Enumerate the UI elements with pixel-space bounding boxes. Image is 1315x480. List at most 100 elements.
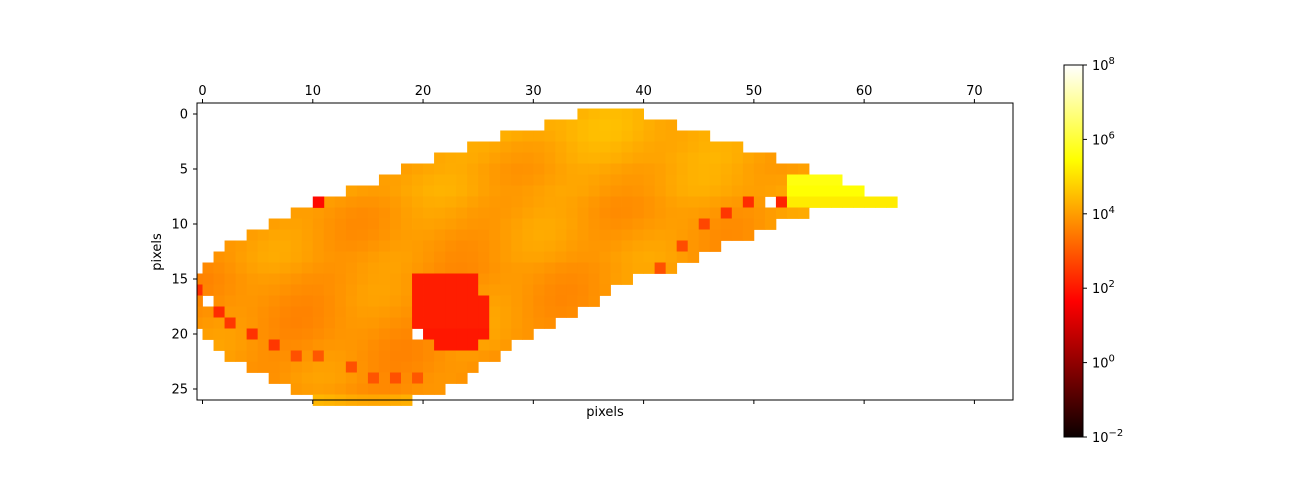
heatmap-cell	[367, 328, 380, 340]
heatmap-cell	[401, 174, 413, 186]
heatmap-cell	[654, 141, 667, 153]
heatmap-cell	[555, 218, 567, 230]
heatmap-cell	[764, 207, 777, 219]
heatmap-cell	[412, 350, 424, 362]
heatmap-cell	[555, 119, 567, 131]
heatmap-cell	[478, 163, 490, 175]
heatmap-cell	[323, 339, 336, 351]
heatmap-cell	[389, 361, 402, 373]
heatmap-cell	[290, 218, 303, 230]
heatmap-cell	[632, 152, 644, 164]
heatmap-cell	[268, 339, 281, 351]
heatmap-cell	[709, 196, 722, 208]
heatmap-cell	[467, 163, 479, 175]
heatmap-cell	[235, 350, 248, 362]
heatmap-cell	[467, 218, 479, 230]
heatmap-cell	[213, 262, 225, 274]
heatmap-cell	[401, 251, 413, 263]
heatmap-cell	[279, 350, 292, 362]
heatmap-cell	[434, 306, 446, 318]
heatmap-cell	[522, 262, 534, 274]
x-tick-label: 70	[966, 84, 983, 99]
heatmap-cell	[610, 207, 622, 219]
heatmap-cell	[842, 196, 854, 208]
heatmap-cell	[698, 218, 711, 230]
heatmap-cell	[197, 273, 203, 285]
heatmap-cell	[544, 218, 556, 230]
heatmap-cell	[709, 229, 722, 241]
heatmap-cell	[197, 317, 203, 329]
heatmap-cell	[356, 284, 369, 296]
heatmap-cell	[809, 185, 821, 197]
heatmap-cell	[412, 163, 424, 175]
heatmap-cell	[235, 284, 248, 296]
heatmap-cell	[621, 218, 633, 230]
heatmap-cell	[356, 273, 369, 285]
heatmap-cell	[445, 240, 457, 252]
heatmap-cell	[290, 240, 303, 252]
heatmap-cell	[511, 317, 523, 329]
heatmap-cell	[709, 152, 722, 164]
heatmap-cell	[290, 372, 303, 384]
heatmap-cell	[632, 185, 644, 197]
heatmap-cell	[445, 262, 457, 274]
heatmap-cell	[643, 229, 656, 241]
heatmap-cell	[621, 152, 633, 164]
heatmap-cell	[489, 163, 501, 175]
heatmap-cell	[588, 262, 600, 274]
heatmap-cell	[577, 174, 589, 186]
heatmap-cell	[489, 152, 501, 164]
heatmap-cell	[753, 174, 766, 186]
heatmap-cell	[246, 350, 259, 362]
heatmap-cell	[577, 185, 589, 197]
heatmap-cell	[279, 262, 292, 274]
heatmap-cell	[367, 262, 380, 274]
heatmap-cell	[467, 306, 479, 318]
heatmap-cell	[555, 130, 567, 142]
heatmap-cell	[610, 130, 622, 142]
heatmap-cell	[334, 383, 347, 395]
heatmap-cell	[434, 174, 446, 186]
heatmap-cell	[731, 152, 744, 164]
heatmap-cell	[566, 240, 578, 252]
heatmap-cell	[864, 196, 876, 208]
heatmap-cell	[632, 130, 644, 142]
heatmap-cell	[467, 229, 479, 241]
heatmap-cell	[676, 174, 689, 186]
heatmap-cell	[312, 262, 325, 274]
heatmap-cell	[599, 141, 611, 153]
heatmap-cell	[345, 306, 358, 318]
heatmap-cell	[378, 185, 391, 197]
y-axis-ticks: 0 5 10 15 20 25	[171, 108, 197, 398]
heatmap-cell	[389, 262, 402, 274]
heatmap-cell	[378, 174, 391, 186]
heatmap-cell	[423, 273, 435, 285]
heatmap-cell	[246, 361, 259, 373]
heatmap-cell	[456, 372, 468, 384]
heatmap-cell	[687, 152, 700, 164]
heatmap-cell	[544, 240, 556, 252]
heatmap-cell	[356, 185, 369, 197]
heatmap-cell	[367, 284, 380, 296]
heatmap-cell	[511, 185, 523, 197]
heatmap-cell	[312, 196, 325, 208]
heatmap-cell	[423, 218, 435, 230]
heatmap-cell	[610, 119, 622, 131]
heatmap-cell	[423, 229, 435, 241]
heatmap-cell	[599, 152, 611, 164]
heatmap-cell	[489, 141, 501, 153]
heatmap-cell	[555, 262, 567, 274]
heatmap-cell	[467, 295, 479, 307]
heatmap-cell	[599, 130, 611, 142]
heatmap-cell	[367, 251, 380, 263]
heatmap-cell	[434, 251, 446, 263]
heatmap-cell	[213, 328, 225, 340]
heatmap-cell	[489, 339, 501, 351]
heatmap-cell	[621, 251, 633, 263]
heatmap-cell	[764, 152, 777, 164]
heatmap-cell	[489, 295, 501, 307]
heatmap-cell	[654, 240, 667, 252]
heatmap-cell	[389, 273, 402, 285]
heatmap-cell	[301, 317, 314, 329]
heatmap-cell	[610, 273, 622, 285]
